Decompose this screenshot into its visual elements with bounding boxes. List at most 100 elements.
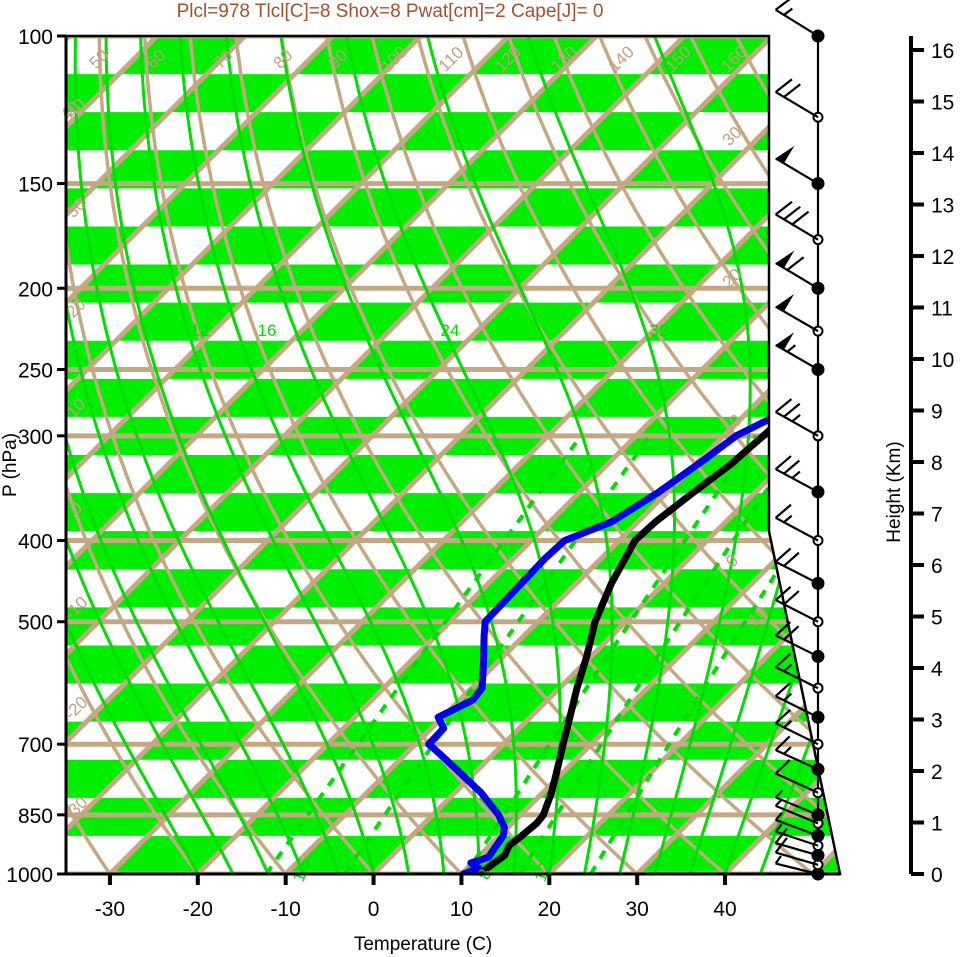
wind-barb — [774, 503, 824, 547]
grid-label: 24 — [441, 321, 460, 340]
barb-full — [774, 503, 792, 519]
height-tick-label: 2 — [931, 761, 943, 784]
height-tick-label: 1 — [931, 813, 943, 836]
temperature-tick-label: 30 — [626, 898, 649, 921]
barb-full — [774, 398, 793, 413]
wind-barb — [775, 145, 825, 191]
temperature-tick-label: 0 — [368, 898, 380, 921]
wind-barb — [775, 200, 824, 246]
height-tick-label: 12 — [931, 246, 954, 269]
barb-full — [783, 459, 801, 475]
temperature-tick-label: 20 — [538, 898, 561, 921]
barb-half — [774, 855, 782, 865]
barb-full — [775, 200, 793, 216]
height-tick-label: 3 — [931, 710, 943, 733]
height-tick-label: 10 — [931, 349, 954, 372]
wind-barb — [775, 293, 824, 337]
wind-barb — [774, 789, 825, 822]
grid-label: 16 — [258, 321, 277, 340]
barb-shaft — [775, 305, 819, 333]
barb-shaft — [775, 695, 819, 719]
y-axis-label: P (hPa) — [0, 433, 21, 497]
barb-shaft — [775, 262, 819, 290]
height-tick-label: 14 — [931, 143, 955, 166]
y2-axis-label: Height (Km) — [884, 441, 905, 542]
barb-half — [786, 344, 796, 353]
wind-barb — [774, 652, 824, 694]
pressure-tick-label: 100 — [18, 26, 53, 49]
pressure-tick-label: 300 — [18, 426, 53, 449]
wind-barb — [774, 585, 824, 628]
page-title: Plcl=978 Tlcl[C]=8 Shox=8 Pwat[cm]=2 Cap… — [176, 1, 604, 22]
barb-half — [791, 414, 801, 423]
barb-shaft — [775, 91, 819, 119]
wind-barb — [774, 455, 825, 499]
grid-label: 110 — [435, 43, 468, 76]
barb-half — [774, 823, 783, 833]
grid-label: 30 — [719, 123, 746, 150]
grid-label: 140 — [604, 42, 637, 75]
barb-half — [783, 7, 793, 16]
barb-shaft — [775, 862, 819, 876]
sounding-profiles — [425, 36, 840, 874]
barb-full — [774, 735, 791, 751]
barb-full — [774, 455, 792, 471]
pressure-tick-label: 500 — [18, 612, 53, 635]
barb-half — [783, 514, 793, 524]
height-tick-label: 15 — [931, 92, 954, 115]
wind-barb — [774, 621, 825, 663]
barb-shaft — [775, 666, 819, 690]
barb-half — [774, 789, 784, 799]
wind-barb — [774, 759, 824, 799]
temperature-tick-label: 40 — [713, 898, 736, 921]
pressure-tick-label: 250 — [18, 359, 53, 382]
grid-label: 32 — [650, 321, 669, 340]
barb-shaft — [775, 804, 819, 825]
barb-full — [775, 0, 791, 11]
height-tick-label: 6 — [931, 555, 943, 578]
barb-full — [783, 402, 801, 418]
barb-shaft — [775, 599, 819, 623]
wind-barb — [774, 823, 824, 852]
x-axis-label: Temperature (C) — [354, 934, 492, 955]
barb-full — [783, 83, 801, 98]
grid-label: 12 — [191, 321, 210, 340]
height-tick-label: 0 — [931, 864, 943, 887]
barb-full — [783, 590, 800, 606]
barb-shaft — [775, 818, 819, 837]
wind-barb — [774, 735, 825, 776]
barb-half — [791, 470, 801, 479]
wind-barb — [774, 682, 825, 724]
skewt-gridlines — [66, 36, 840, 874]
pressure-tick-label: 850 — [18, 805, 53, 828]
barb-shaft — [775, 749, 819, 771]
barb-shaft — [775, 842, 819, 857]
barb-half — [783, 692, 793, 702]
barb-half — [783, 663, 793, 673]
pressure-tick-label: 200 — [18, 278, 53, 301]
height-tick-label: 13 — [931, 195, 954, 218]
wind-barb — [775, 332, 825, 376]
barb-shaft — [775, 830, 819, 847]
barb-shaft — [775, 796, 819, 816]
height-tick-label: 11 — [931, 298, 953, 321]
barb-pennant — [775, 250, 795, 269]
height-tick-label: 9 — [931, 401, 943, 424]
barb-pennant — [775, 293, 795, 312]
barb-half — [783, 719, 793, 729]
temperature-tick-label: 10 — [450, 898, 473, 921]
barb-full — [774, 621, 792, 637]
wind-barb — [775, 250, 825, 295]
barb-pennant — [775, 332, 795, 350]
barb-shaft — [775, 344, 819, 371]
barb-full — [783, 205, 801, 221]
height-tick-label: 7 — [931, 504, 943, 527]
barb-full — [774, 827, 788, 844]
barb-half — [774, 812, 783, 821]
barb-shaft — [775, 468, 819, 493]
pressure-tick-label: 700 — [18, 734, 53, 757]
barb-full — [783, 551, 800, 567]
barb-shaft — [775, 851, 819, 866]
barb-shaft — [775, 560, 819, 585]
